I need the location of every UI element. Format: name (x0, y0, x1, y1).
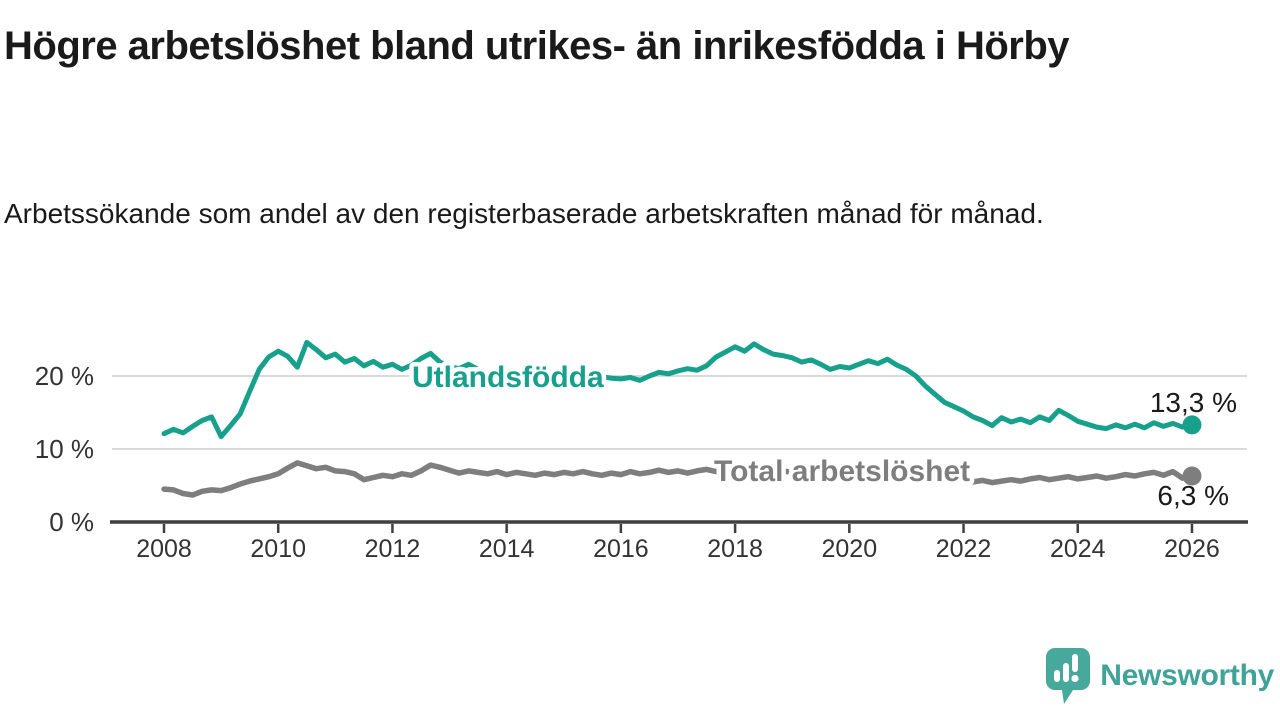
bar-2 (1063, 663, 1070, 682)
x-tick-label-2010: 2010 (250, 535, 306, 563)
newsworthy-logo[interactable]: Newsworthy (1044, 646, 1274, 706)
x-tick-label-2022: 2022 (936, 535, 992, 563)
chart-subtitle: Arbetssökande som andel av den registerb… (4, 198, 1044, 229)
line-utlandsfodda (161, 339, 1195, 440)
x-tick-label-2012: 2012 (365, 535, 421, 563)
y-tick-label-0: 0 % (49, 507, 94, 537)
x-axis-tick-labels: 2008 2010 2012 2014 2016 2018 2020 2022 2024 2026 (136, 535, 1220, 563)
end-dot-total (1182, 466, 1202, 486)
exclamation-dot (1071, 674, 1079, 683)
x-tick-label-2016: 2016 (593, 535, 649, 563)
series-label-total-arbetsloshet: Total arbetslöshet (714, 455, 970, 488)
end-value-label-utlandsfodda: 13,3 % (1150, 387, 1237, 418)
newsworthy-speech-bubble-icon (1046, 648, 1091, 704)
x-axis-ticks (162, 524, 1194, 533)
x-tick-label-2014: 2014 (479, 535, 535, 563)
y-tick-label-10: 10 % (35, 434, 94, 464)
x-tick-label-2018: 2018 (707, 535, 763, 563)
bar-1 (1054, 670, 1061, 682)
series-label-utlandsfodda: Utlandsfödda (412, 361, 604, 394)
series-lines (161, 339, 1202, 498)
newsworthy-wordmark: Newsworthy (1100, 659, 1274, 692)
x-tick-label-2020: 2020 (822, 535, 878, 563)
page-title: Högre arbetslöshet bland utrikes- än inr… (4, 24, 1070, 68)
gridlines (112, 375, 1247, 450)
x-tick-label-2026: 2026 (1164, 535, 1220, 563)
x-tick-label-2024: 2024 (1050, 535, 1106, 563)
y-tick-label-20: 20 % (35, 361, 94, 391)
end-value-label-total: 6,3 % (1157, 480, 1229, 511)
end-dot-utlandsfodda (1182, 415, 1202, 435)
exclamation-bar (1072, 654, 1079, 672)
x-tick-label-2008: 2008 (136, 535, 192, 563)
line-total (161, 460, 1195, 498)
